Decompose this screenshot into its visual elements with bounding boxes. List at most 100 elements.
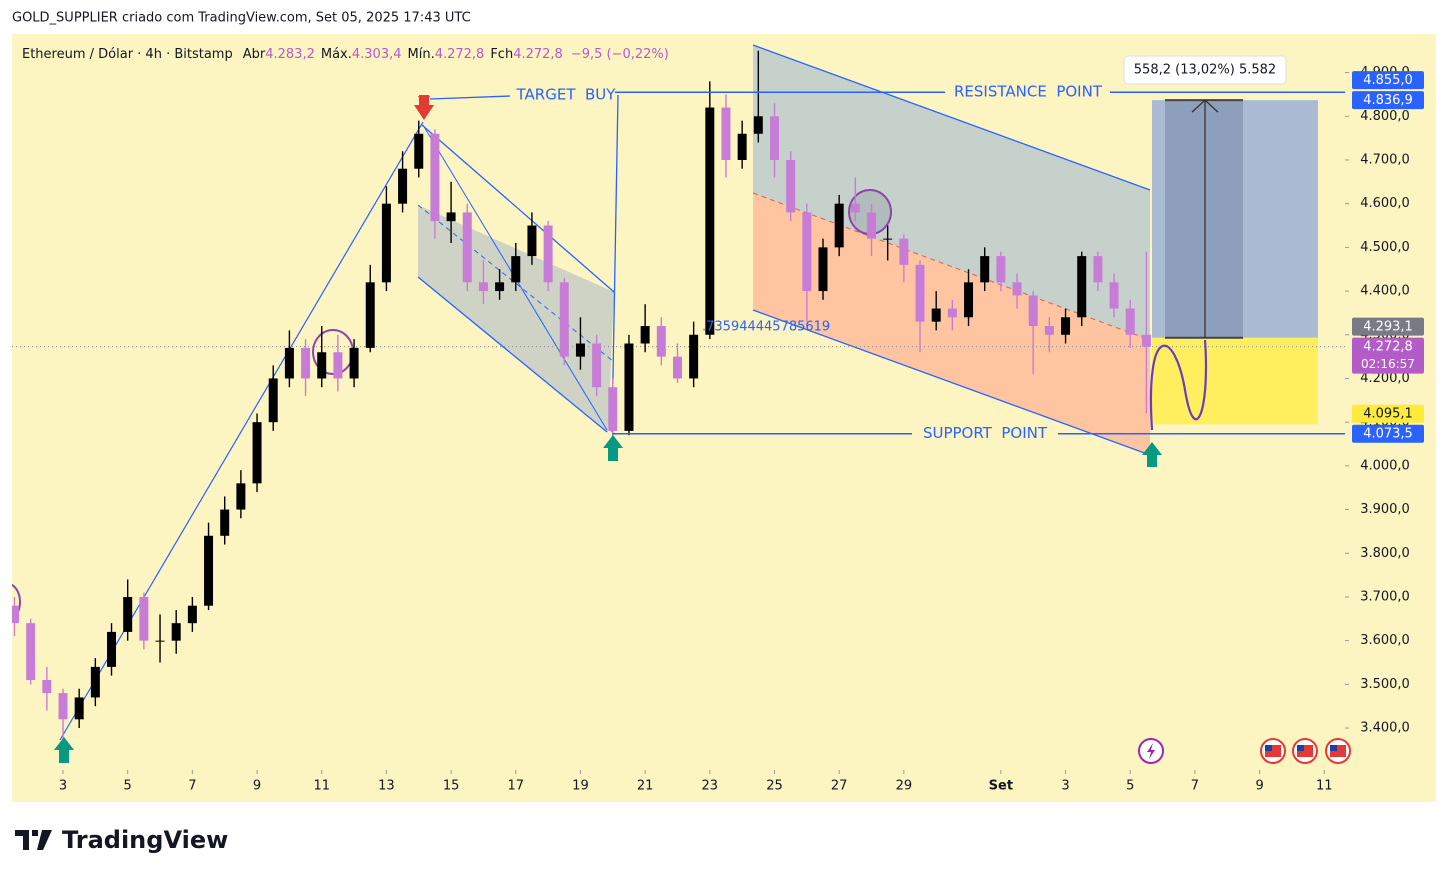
price-tag-label: 4.073,5 <box>1363 427 1413 442</box>
price-tag-countdown: 02:16:57 <box>1361 357 1415 371</box>
x-tick-label: 11 <box>313 779 330 794</box>
y-tick-label: 4.800,0 <box>1360 109 1410 124</box>
ohlc-label: Fch <box>490 47 513 62</box>
candle-body <box>818 247 828 292</box>
candle-body <box>559 282 569 357</box>
x-tick-label: 19 <box>572 779 589 794</box>
candle-body <box>996 256 1006 283</box>
candle-body <box>980 256 990 283</box>
x-tick-label: 7 <box>1191 779 1199 794</box>
x-tick-label: 27 <box>831 779 848 794</box>
support-label: SUPPORT POINT <box>923 424 1048 442</box>
candle-body <box>187 605 197 624</box>
x-tick-label: 11 <box>1316 779 1333 794</box>
resistance-label: RESISTANCE POINT <box>954 83 1103 101</box>
logo-text: TradingView <box>62 826 228 854</box>
candle-body <box>705 107 715 335</box>
candle-body <box>931 308 941 322</box>
candle-body <box>236 483 246 510</box>
label-bg <box>912 423 1058 444</box>
candle-body <box>1109 282 1119 309</box>
y-tick-label: 4.200,0 <box>1360 371 1410 386</box>
candle-body <box>349 347 359 379</box>
x-tick-label: 5 <box>1126 779 1134 794</box>
y-tick-label: 4.500,0 <box>1360 240 1410 255</box>
candle-body <box>317 352 327 379</box>
candle-body <box>123 596 133 632</box>
trend-line <box>59 121 424 741</box>
candle-body <box>527 225 537 257</box>
candle-body <box>1093 256 1103 283</box>
candle-body <box>252 422 262 484</box>
down-arrow <box>419 95 429 105</box>
page-title: GOLD_SUPPLIER criado com TradingView.com… <box>12 11 471 26</box>
candle-body <box>462 212 472 283</box>
x-tick-label: 9 <box>1255 779 1263 794</box>
x-tick-label: 3 <box>59 779 67 794</box>
candle-body <box>58 693 68 720</box>
candle-body <box>204 535 214 606</box>
candle-body <box>398 168 408 204</box>
candle-body <box>107 631 117 667</box>
logo: TradingView <box>15 826 228 854</box>
candle-body <box>575 343 585 357</box>
candle-body <box>786 159 796 213</box>
x-tick-label: 7 <box>188 779 196 794</box>
channel-line <box>752 44 1151 191</box>
candle-body <box>867 212 877 239</box>
candle-body <box>1028 295 1038 327</box>
candle-body <box>850 203 860 213</box>
channel-line <box>417 276 608 433</box>
measure-arrow-head <box>1191 99 1219 113</box>
channel-mid <box>417 204 615 363</box>
x-tick-label: 17 <box>507 779 524 794</box>
price-tag <box>1352 91 1424 110</box>
candle-body <box>899 238 909 265</box>
candle-body <box>834 203 844 248</box>
y-tick-label: 4.400,0 <box>1360 284 1410 299</box>
x-tick-label: 5 <box>124 779 132 794</box>
price-tag-label: 4.855,0 <box>1363 73 1413 88</box>
candle-body <box>478 282 488 292</box>
candle-body <box>883 238 893 240</box>
symbol-info: Ethereum / Dólar · 4h · Bitstamp Abr4.283… <box>22 47 669 62</box>
candle-body <box>220 509 230 536</box>
candle-body <box>608 387 618 431</box>
flag-icons <box>1260 738 1351 764</box>
channel-line <box>421 124 615 293</box>
ohlc-label: Abr <box>243 47 266 62</box>
label-bg <box>945 82 1110 103</box>
stray-label: .735944445785619 <box>702 320 830 335</box>
y-tick-label: 4.700,0 <box>1360 152 1410 167</box>
channel-fill <box>753 45 1150 340</box>
candle-body <box>26 623 36 680</box>
candle-body <box>656 326 666 357</box>
candle-body <box>74 697 84 720</box>
buy-arrow <box>611 94 619 433</box>
candles <box>12 50 1151 746</box>
y-tick-label: 3.400,0 <box>1360 721 1410 736</box>
x-tick-label: 23 <box>702 779 719 794</box>
candle-body <box>1125 308 1135 335</box>
candle-body <box>381 203 391 283</box>
drawings <box>12 44 1345 741</box>
down-arrow <box>414 105 434 120</box>
price-tag <box>1352 404 1424 423</box>
ohlc-label: Mín. <box>408 47 435 62</box>
candle-body <box>1077 256 1087 318</box>
candle-body <box>802 212 812 292</box>
candle-body <box>543 225 553 283</box>
candle-body <box>640 326 650 344</box>
candle-body <box>947 308 957 318</box>
candle-body <box>1044 326 1054 335</box>
x-tick-label: 13 <box>378 779 395 794</box>
candle-body <box>753 116 763 134</box>
candle-body <box>446 212 456 222</box>
ohlc-value: 4.303,4 <box>352 47 402 62</box>
up-arrows <box>54 435 1162 763</box>
candle-body <box>430 133 440 222</box>
candle-body <box>495 282 505 292</box>
price-tag-label: 4.293,1 <box>1363 320 1413 335</box>
x-tick-label: 9 <box>253 779 261 794</box>
projection-path <box>1149 339 1208 431</box>
